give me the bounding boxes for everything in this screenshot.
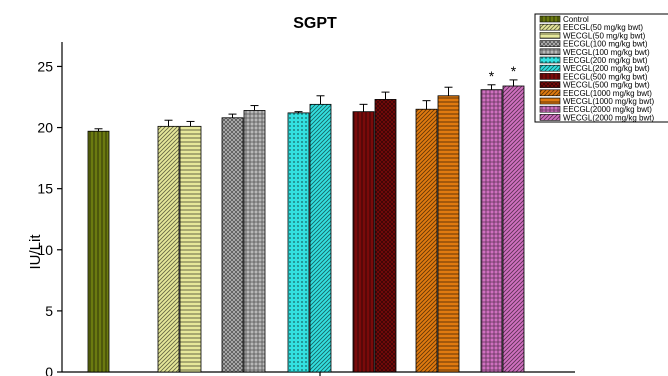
legend-label: WECGL(50 mg/kg bwt) bbox=[563, 31, 646, 40]
bar bbox=[87, 130, 110, 373]
y-tick-label: 25 bbox=[37, 58, 53, 74]
bar bbox=[309, 103, 332, 373]
legend-swatch bbox=[539, 105, 561, 113]
y-tick-label: 15 bbox=[37, 181, 53, 197]
legend-label: WECGL(200 mg/kg bwt) bbox=[563, 64, 650, 73]
significance-marker: * bbox=[489, 68, 495, 84]
legend-label: EECGL(1000 mg/kg bwt) bbox=[563, 89, 652, 98]
y-tick-label: 5 bbox=[45, 303, 53, 319]
chart-title: SGPT bbox=[293, 15, 337, 32]
legend-swatch bbox=[539, 32, 561, 39]
y-tick-label: 0 bbox=[45, 364, 53, 376]
legend-swatch bbox=[539, 48, 561, 56]
significance-marker: * bbox=[511, 63, 517, 79]
y-tick-label: 10 bbox=[37, 242, 53, 258]
legend-label: WECGL(100 mg/kg bwt) bbox=[563, 48, 650, 57]
bar bbox=[243, 110, 266, 373]
legend-swatch bbox=[539, 23, 561, 31]
y-axis-ticks: 0 5 10 15 20 25 bbox=[37, 58, 62, 376]
bar bbox=[437, 95, 460, 373]
legend-swatch bbox=[539, 114, 561, 121]
legend-swatch bbox=[539, 97, 561, 105]
bars: * * bbox=[87, 63, 525, 373]
legend-label: EECGL(50 mg/kg bwt) bbox=[563, 23, 643, 32]
legend-label: EECGL(200 mg/kg bwt) bbox=[563, 56, 648, 65]
legend-swatch bbox=[539, 81, 561, 88]
legend-label: EECGL(500 mg/kg bwt) bbox=[563, 72, 648, 81]
bar bbox=[221, 117, 244, 373]
bar bbox=[480, 89, 503, 373]
bar bbox=[374, 99, 397, 373]
bar bbox=[415, 108, 438, 373]
legend-label: EECGL(100 mg/kg bwt) bbox=[563, 40, 648, 49]
y-axis-label: IU/Lit bbox=[27, 234, 44, 270]
legend-swatch bbox=[539, 89, 561, 97]
legend-label: WECGL(2000 mg/kg bwt) bbox=[563, 113, 654, 122]
bar bbox=[352, 111, 375, 373]
legend-label: EECGL(2000 mg/kg bwt) bbox=[563, 105, 652, 114]
bar bbox=[157, 125, 180, 373]
y-tick-label: 20 bbox=[37, 120, 53, 136]
legend-label: WECGL(1000 mg/kg bwt) bbox=[563, 97, 654, 106]
legend-label: WECGL(500 mg/kg bwt) bbox=[563, 81, 650, 90]
legend-swatch bbox=[539, 15, 561, 23]
bar bbox=[179, 125, 202, 373]
bar bbox=[502, 85, 525, 373]
legend-swatch bbox=[539, 73, 561, 80]
legend-swatch bbox=[539, 64, 561, 72]
legend-label: Control bbox=[563, 15, 589, 24]
legend-swatch bbox=[539, 40, 561, 47]
bar bbox=[287, 112, 310, 373]
legend-swatch bbox=[539, 56, 561, 64]
